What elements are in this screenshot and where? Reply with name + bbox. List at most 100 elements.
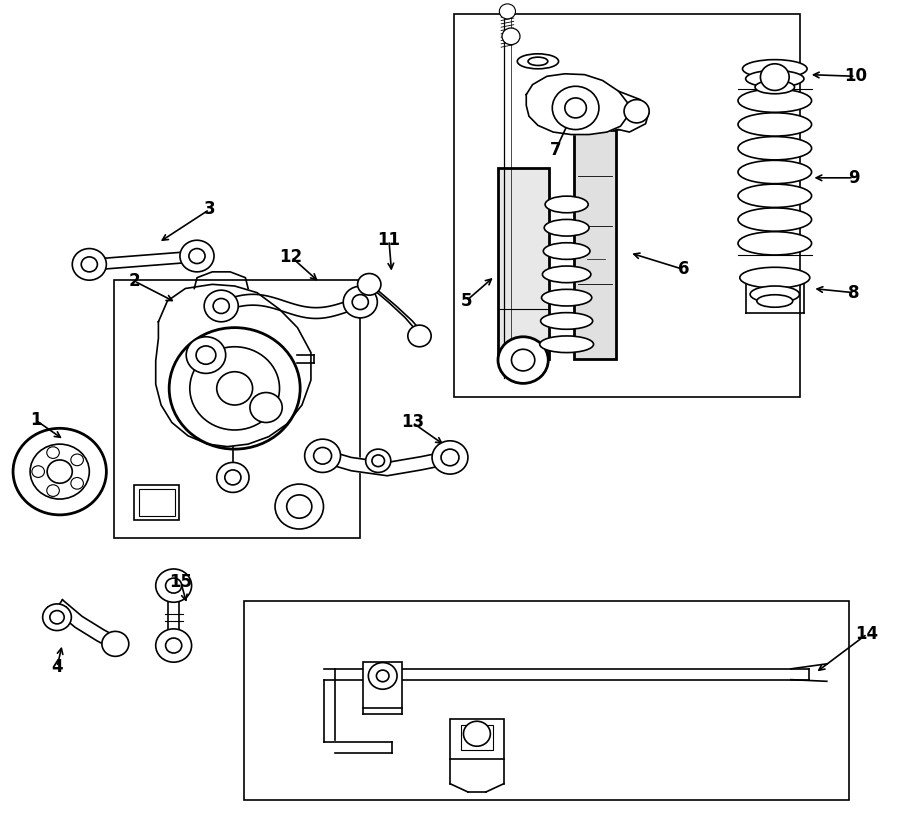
Ellipse shape bbox=[738, 160, 812, 184]
Circle shape bbox=[14, 428, 106, 515]
Circle shape bbox=[71, 478, 84, 489]
Circle shape bbox=[189, 249, 205, 264]
Circle shape bbox=[213, 298, 230, 313]
Text: 6: 6 bbox=[678, 261, 689, 278]
Text: 10: 10 bbox=[844, 68, 867, 85]
Ellipse shape bbox=[738, 185, 812, 207]
Circle shape bbox=[217, 463, 249, 493]
Ellipse shape bbox=[757, 295, 793, 307]
Circle shape bbox=[432, 441, 468, 474]
Circle shape bbox=[565, 98, 587, 118]
Bar bbox=[113, 281, 360, 539]
Ellipse shape bbox=[541, 312, 593, 329]
Text: 4: 4 bbox=[51, 658, 63, 676]
Polygon shape bbox=[618, 91, 649, 132]
Ellipse shape bbox=[755, 80, 795, 94]
Circle shape bbox=[408, 325, 431, 347]
Text: 7: 7 bbox=[550, 140, 562, 159]
Circle shape bbox=[71, 454, 84, 466]
Ellipse shape bbox=[745, 70, 804, 87]
Text: 11: 11 bbox=[377, 231, 400, 249]
Text: 14: 14 bbox=[856, 625, 878, 643]
Ellipse shape bbox=[540, 336, 594, 352]
Circle shape bbox=[365, 449, 391, 473]
Circle shape bbox=[304, 439, 340, 473]
Ellipse shape bbox=[738, 137, 812, 159]
Circle shape bbox=[30, 444, 89, 499]
Circle shape bbox=[464, 721, 490, 746]
Bar bbox=[139, 489, 175, 516]
Circle shape bbox=[343, 286, 377, 318]
Circle shape bbox=[102, 631, 129, 656]
Text: 9: 9 bbox=[848, 169, 860, 187]
Circle shape bbox=[156, 629, 192, 662]
Ellipse shape bbox=[543, 266, 591, 283]
Circle shape bbox=[186, 337, 226, 373]
Polygon shape bbox=[526, 73, 627, 134]
Circle shape bbox=[166, 578, 182, 593]
Circle shape bbox=[287, 495, 311, 519]
Text: 15: 15 bbox=[169, 574, 193, 591]
Circle shape bbox=[42, 604, 71, 630]
Circle shape bbox=[352, 295, 368, 310]
Circle shape bbox=[357, 274, 381, 295]
Circle shape bbox=[275, 484, 323, 529]
Circle shape bbox=[760, 63, 789, 90]
Circle shape bbox=[441, 449, 459, 466]
Ellipse shape bbox=[544, 243, 590, 260]
Circle shape bbox=[624, 99, 649, 123]
Circle shape bbox=[498, 337, 548, 383]
Circle shape bbox=[50, 610, 64, 624]
Ellipse shape bbox=[528, 57, 548, 65]
Ellipse shape bbox=[738, 208, 812, 231]
Circle shape bbox=[190, 347, 280, 430]
Circle shape bbox=[368, 663, 397, 689]
Ellipse shape bbox=[545, 196, 589, 213]
Ellipse shape bbox=[750, 286, 799, 302]
Text: 13: 13 bbox=[400, 413, 424, 432]
Circle shape bbox=[204, 291, 238, 321]
Circle shape bbox=[196, 346, 216, 364]
Ellipse shape bbox=[542, 290, 592, 306]
Circle shape bbox=[500, 4, 516, 19]
Circle shape bbox=[225, 470, 241, 485]
Bar bbox=[461, 726, 493, 751]
Polygon shape bbox=[156, 285, 310, 447]
Bar bbox=[363, 662, 402, 707]
Ellipse shape bbox=[740, 267, 810, 288]
Text: 2: 2 bbox=[129, 272, 140, 290]
Circle shape bbox=[502, 28, 520, 44]
Bar bbox=[134, 485, 179, 520]
Bar bbox=[450, 719, 504, 759]
Circle shape bbox=[47, 460, 72, 483]
Text: 5: 5 bbox=[461, 292, 472, 310]
Circle shape bbox=[180, 240, 214, 272]
Text: 3: 3 bbox=[203, 200, 215, 219]
Ellipse shape bbox=[544, 220, 590, 236]
Bar bbox=[574, 130, 616, 359]
Circle shape bbox=[156, 569, 192, 602]
Circle shape bbox=[72, 249, 106, 281]
Circle shape bbox=[81, 257, 97, 272]
Circle shape bbox=[32, 466, 44, 478]
Text: 12: 12 bbox=[280, 248, 302, 266]
Ellipse shape bbox=[738, 89, 812, 113]
Circle shape bbox=[47, 485, 59, 497]
Ellipse shape bbox=[518, 53, 559, 68]
Ellipse shape bbox=[738, 231, 812, 255]
Circle shape bbox=[166, 638, 182, 653]
Circle shape bbox=[553, 86, 599, 129]
Circle shape bbox=[376, 670, 389, 681]
Circle shape bbox=[250, 392, 283, 423]
Circle shape bbox=[313, 448, 331, 464]
Bar bbox=[244, 600, 850, 800]
Text: 1: 1 bbox=[30, 411, 41, 429]
Text: 8: 8 bbox=[848, 284, 860, 301]
Circle shape bbox=[372, 455, 384, 467]
Bar bbox=[454, 14, 800, 397]
Circle shape bbox=[511, 349, 535, 371]
Ellipse shape bbox=[742, 59, 807, 78]
Bar bbox=[498, 168, 549, 359]
Circle shape bbox=[47, 447, 59, 458]
Ellipse shape bbox=[738, 113, 812, 136]
